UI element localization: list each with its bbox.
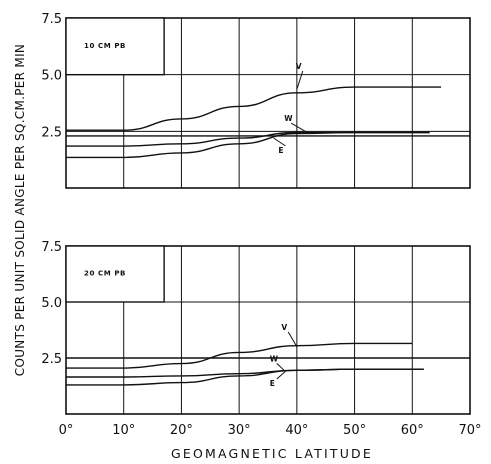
p2-panel-label: 20 CM PB (84, 270, 126, 278)
p1-panel-label: 10 CM PB (84, 42, 126, 50)
x-tick-4: 40° (285, 423, 308, 438)
p2-series-w-label: W (270, 354, 279, 363)
p1-series-v-line (66, 86, 442, 131)
p2-ytick-7.5: 7.5 (41, 240, 62, 255)
x-tick-3: 30° (228, 423, 251, 438)
panel-20cm-pb: 20 CM PB 2.5 5.0 7.5 V W E (41, 240, 471, 415)
p1-series-e-line (66, 131, 430, 159)
p2-series-w-leader (276, 362, 286, 372)
p1-series-e-label: E (278, 146, 283, 155)
x-tick-5: 50° (343, 423, 366, 438)
x-tick-0: 0° (59, 423, 74, 438)
p1-series-v-label: V (296, 62, 302, 71)
p2-ytick-2.5: 2.5 (41, 352, 62, 367)
p1-series-w-label: W (284, 114, 293, 123)
p1-ytick-5.0: 5.0 (41, 69, 62, 84)
x-axis-label: GEOMAGNETIC LATITUDE (171, 446, 373, 461)
p2-series-v-line (65, 342, 413, 369)
p2-series-v-leader (287, 331, 298, 348)
x-tick-2: 20° (170, 423, 193, 438)
p2-series-v-label: V (281, 323, 287, 332)
x-tick-labels: 0° 10° 20° 30° 40° 50° 60° 70° (59, 423, 482, 438)
y-axis-label: COUNTS PER UNIT SOLID ANGLE PER SQ.CM.PE… (13, 44, 27, 376)
p2-series-e-leader (276, 371, 286, 380)
p1-series-v-leader (296, 70, 304, 90)
x-tick-1: 10° (112, 423, 135, 438)
x-tick-7: 70° (458, 423, 481, 438)
p1-series-w-leader (290, 122, 309, 134)
p1-label-box (65, 17, 165, 76)
x-tick-6: 60° (401, 423, 424, 438)
panel-10cm-pb: 10 CM PB 2.5 5.0 7.5 V W E (41, 12, 471, 189)
p2-series-e-line (65, 368, 424, 386)
p2-frame (65, 245, 471, 415)
p1-frame (65, 17, 471, 189)
p2-ytick-5.0: 5.0 (41, 296, 62, 311)
p2-label-box (65, 245, 165, 303)
p1-ytick-7.5: 7.5 (41, 12, 62, 27)
p2-series-e-label: E (270, 379, 275, 388)
p1-series-w-line (66, 131, 430, 147)
p1-ytick-2.5: 2.5 (41, 125, 62, 140)
p1-series-e-leader (273, 137, 286, 147)
